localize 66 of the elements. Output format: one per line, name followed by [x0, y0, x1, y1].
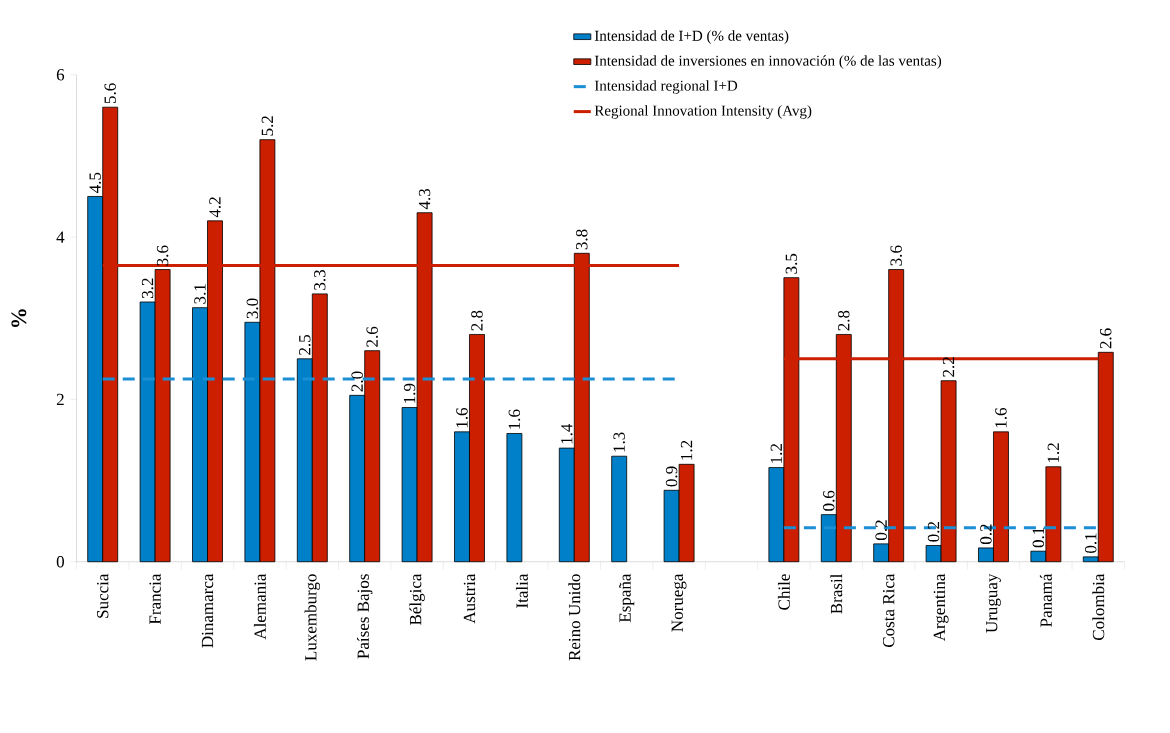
legend-label: Intensidad de inversiones en innovación (% de las ventas) — [594, 55, 942, 69]
data-label: 1.2 — [680, 440, 693, 460]
y-tick-label: 6 — [56, 69, 65, 81]
y-tick-label: 2 — [56, 393, 64, 406]
data-label: 3.0 — [246, 298, 259, 319]
legend-label: Intensidad de I+D (% de ventas) — [594, 30, 789, 44]
data-label: 2.8 — [471, 310, 483, 331]
data-label: 4.2 — [209, 197, 221, 218]
legend-label: Intensidad regional I+D — [594, 80, 738, 94]
y-tick-label: 0 — [56, 555, 64, 568]
x-tick-label: Bélgica — [409, 573, 425, 626]
data-label: 1.6 — [508, 409, 521, 429]
x-tick-label: Países Bajos — [356, 574, 373, 659]
data-label: 1.4 — [561, 423, 573, 444]
x-tick-label: Costa Rica — [882, 573, 895, 648]
data-label: 1.9 — [403, 383, 416, 403]
x-tick-label: Alemania — [253, 573, 266, 640]
data-label: 2.0 — [351, 371, 363, 392]
x-tick-label: Succia — [96, 573, 109, 618]
x-tick-label: Colombia — [1092, 573, 1105, 640]
y-tick-label: 4 — [56, 231, 65, 243]
data-label: 1.6 — [456, 407, 468, 428]
data-label: 0.2 — [980, 524, 992, 545]
data-label: 3.5 — [785, 253, 798, 274]
data-label: 2.8 — [838, 310, 850, 331]
x-tick-label: Argentina — [933, 573, 949, 642]
data-label: 4.5 — [89, 172, 101, 193]
y-axis-title: % — [11, 309, 27, 327]
data-label: 1.2 — [1047, 443, 1060, 463]
x-tick-label: Dinamarca — [201, 573, 214, 648]
data-label: 1.2 — [770, 444, 783, 463]
data-label: 3.3 — [314, 270, 326, 290]
data-label: 0.9 — [665, 466, 678, 487]
x-tick-label: Luxemburgo — [304, 574, 321, 661]
x-tick-label: Panamá — [1039, 573, 1052, 627]
data-label: 2.2 — [942, 357, 955, 377]
bar — [611, 455, 628, 563]
data-label: 3.8 — [576, 229, 588, 250]
x-tick-label: Francia — [149, 573, 161, 625]
bar — [506, 433, 523, 563]
data-label: 1.6 — [995, 407, 1007, 428]
data-label: 0.2 — [875, 520, 887, 541]
data-label: 0.6 — [823, 490, 835, 511]
data-label: 3.1 — [194, 284, 206, 304]
data-label: 0.2 — [927, 521, 940, 542]
x-tick-label: Reino Unido — [568, 574, 581, 661]
data-label: 2.6 — [1100, 328, 1112, 349]
data-label: 4.3 — [418, 188, 431, 210]
x-tick-label: Noruega — [671, 573, 687, 632]
data-label: 0.1 — [1032, 527, 1045, 548]
x-tick-label: Italia — [515, 573, 528, 608]
x-tick-label: Austria — [463, 573, 476, 624]
legend-label: Regional Innovation Intensity (Avg) — [594, 105, 812, 119]
x-tick-label: Brasil — [830, 573, 843, 614]
data-label: 3.6 — [890, 245, 902, 266]
data-label: 1.3 — [613, 432, 625, 452]
data-label: 2.6 — [366, 326, 378, 347]
x-tick-label: España — [619, 573, 635, 623]
data-label: 3.2 — [141, 278, 154, 298]
data-label: 5.2 — [261, 116, 274, 136]
data-label: 3.6 — [156, 245, 169, 266]
x-tick-label: Chile — [777, 574, 790, 610]
data-label: 2.5 — [299, 335, 311, 355]
x-tick-label: Uruguay — [986, 573, 1001, 633]
data-label: 0.1 — [1085, 533, 1097, 554]
data-label: 5.6 — [104, 83, 116, 104]
